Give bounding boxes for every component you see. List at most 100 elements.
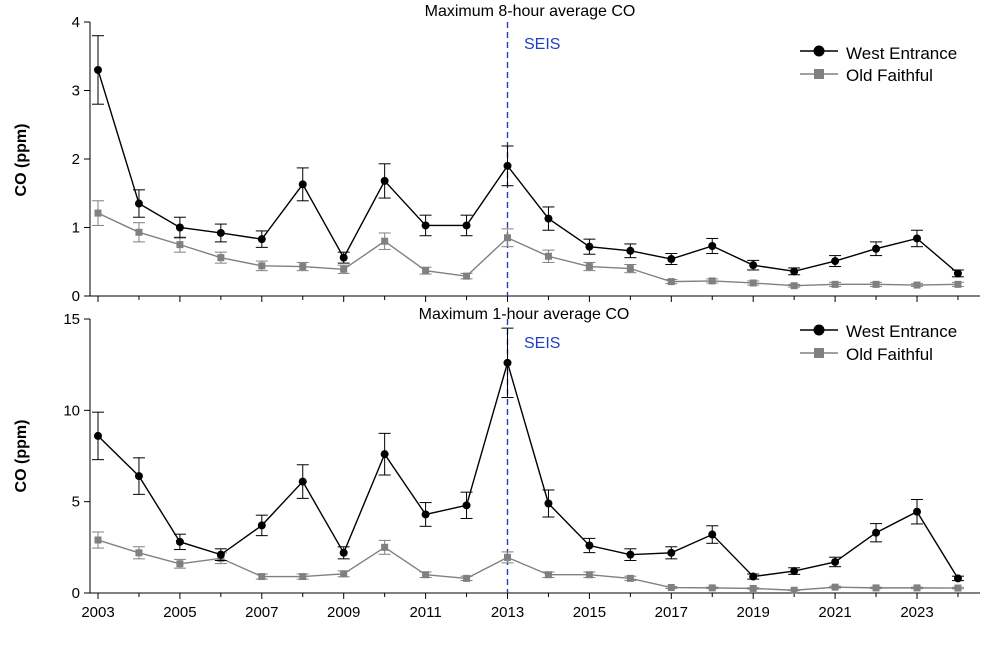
panel-2-x-tick-label: 2005: [163, 604, 196, 621]
panel-1-west-entrance-point: [953, 269, 962, 278]
panel-2-old-faithful-point: [954, 584, 962, 592]
panel-1-old-faithful-point: [94, 209, 102, 217]
panel-1-legend-west-entrance-marker: [813, 45, 825, 57]
panel-1-old-faithful-point: [872, 280, 880, 288]
panel-1-legend-old-faithful-marker: [814, 69, 824, 79]
panel-2-west-entrance-point: [94, 431, 102, 440]
panel-1-west-entrance-point: [503, 161, 512, 170]
panel-2-west-entrance-point: [175, 537, 184, 546]
panel-2-old-faithful-point: [913, 584, 921, 592]
panel-2-west-entrance-point: [339, 548, 348, 557]
panel-1-old-faithful-point: [913, 281, 921, 289]
panel-1-west-entrance-point: [462, 221, 471, 230]
panel-1-y-tick-label: 1: [72, 220, 80, 237]
panel-2-x-tick-label: 2009: [327, 604, 360, 621]
panel-1-old-faithful-point: [954, 280, 962, 288]
panel-2-west-entrance-point: [585, 541, 594, 550]
panel-2-old-faithful-point: [831, 583, 839, 591]
panel-2-old-faithful-point: [872, 584, 880, 592]
panel-2-west-entrance-point: [790, 567, 799, 576]
panel-2-west-entrance-point: [298, 477, 307, 486]
panel-1-old-faithful-point: [831, 280, 839, 288]
panel-2-west-entrance-point: [134, 472, 143, 481]
panel-2-west-entrance-point: [544, 499, 553, 508]
panel-2-title: Maximum 1-hour average CO: [419, 306, 630, 323]
panel-2-west-entrance-point: [708, 530, 717, 539]
panel-2-old-faithful-point: [135, 549, 143, 557]
panel-2-x-tick-label: 2013: [491, 604, 524, 621]
panel-1-y-axis-label: CO (ppm): [13, 124, 30, 197]
panel-2-x-tick-label: 2021: [818, 604, 851, 621]
panel-2-west-entrance-point: [667, 548, 676, 557]
panel-1-old-faithful-point: [544, 252, 552, 260]
panel-2-west-entrance-point: [503, 358, 512, 367]
panel-1-west-entrance-point: [380, 176, 389, 185]
panel-1-west-entrance-point: [298, 180, 307, 189]
panel-2-west-entrance-point: [626, 550, 635, 559]
panel-2-seis-annotation: SEIS: [524, 335, 560, 352]
panel-2-y-axis-label: CO (ppm): [13, 420, 30, 493]
panel-2-y-tick-label: 0: [72, 585, 80, 602]
panel-2-x-tick-label: 2011: [409, 604, 441, 621]
panel-2-west-entrance-point: [462, 501, 471, 510]
panel-1-west-entrance-line: [97, 69, 959, 274]
panel-2-west-entrance-point: [216, 550, 225, 559]
panel-1-old-faithful-point: [299, 263, 307, 271]
panel-1-old-faithful-point: [626, 265, 634, 273]
panel-2-old-faithful-point: [626, 574, 634, 582]
panel-1-west-entrance-point: [831, 257, 840, 266]
panel-2-old-faithful-point: [176, 560, 184, 568]
panel-2-y-tick-label: 10: [63, 402, 80, 419]
panel-2-old-faithful-point: [463, 574, 471, 582]
panel-1-old-faithful-point: [340, 265, 348, 273]
panel-2-old-faithful-point: [258, 573, 266, 581]
panel-2-west-entrance-line: [97, 360, 959, 579]
panel-2-x-tick-label: 2007: [245, 604, 278, 621]
panel-1-seis-annotation: SEIS: [524, 36, 560, 53]
panel-1-legend-west-entrance-label: West Entrance: [846, 44, 957, 63]
panel-2-west-entrance-point: [421, 510, 430, 519]
panel-1-west-entrance-point: [94, 65, 102, 74]
panel-1-old-faithful-point: [667, 278, 675, 286]
panel-2-legend-west-entrance-label: West Entrance: [846, 322, 957, 341]
panel-1-old-faithful-point: [708, 277, 716, 285]
panel-2-old-faithful-point: [708, 584, 716, 592]
panel-1-west-entrance-point: [544, 214, 553, 223]
panel-2-old-faithful-point: [667, 584, 675, 592]
panel-1-y-tick-label: 3: [72, 83, 80, 100]
panel-2-west-entrance-point: [749, 572, 758, 581]
panel-2-old-faithful-point: [381, 543, 389, 551]
panel-2-x-tick-label: 2003: [81, 604, 114, 621]
panel-1-title: Maximum 8-hour average CO: [425, 3, 636, 20]
panel-1-west-entrance-point: [626, 246, 635, 255]
panel-2-old-faithful-point: [299, 573, 307, 581]
panel-1-west-entrance-point: [134, 199, 143, 208]
chart-marks: 0 1 2 3 4 0 5 10 15 2003 2005 2007 2009 2011 2013 2015 2…: [63, 14, 980, 621]
panel-2-west-entrance-point: [872, 528, 881, 537]
panel-1-west-entrance-point: [749, 261, 758, 270]
panel-1-legend-old-faithful-label: Old Faithful: [846, 66, 933, 85]
panel-2-old-faithful-point: [94, 536, 102, 544]
panel-2-legend-old-faithful-marker: [814, 348, 824, 358]
panel-1-west-entrance-point: [257, 235, 266, 244]
panel-1-west-entrance-point: [216, 228, 225, 237]
panel-1-y-tick-label: 2: [72, 151, 80, 168]
panel-1-old-faithful-point: [585, 263, 593, 271]
panel-2-x-tick-label: 2017: [655, 604, 688, 621]
panel-2-old-faithful-point: [749, 584, 757, 592]
panel-1-y-tick-label: 4: [72, 14, 80, 31]
panel-1-old-faithful-point: [217, 254, 225, 262]
panel-1-west-entrance-point: [421, 221, 430, 230]
panel-2-old-faithful-point: [585, 571, 593, 579]
panel-2-west-entrance-point: [831, 557, 840, 566]
panel-2-west-entrance-point: [953, 574, 962, 583]
panel-1-west-entrance-point: [913, 234, 921, 243]
panel-2-west-entrance-point: [913, 507, 921, 516]
panel-2-west-entrance-point: [380, 450, 389, 459]
panel-1-old-faithful-point: [749, 279, 757, 287]
panel-1-west-entrance-point: [339, 253, 348, 262]
panel-2-legend-old-faithful-label: Old Faithful: [846, 345, 933, 364]
panel-1-west-entrance-point: [175, 223, 184, 232]
